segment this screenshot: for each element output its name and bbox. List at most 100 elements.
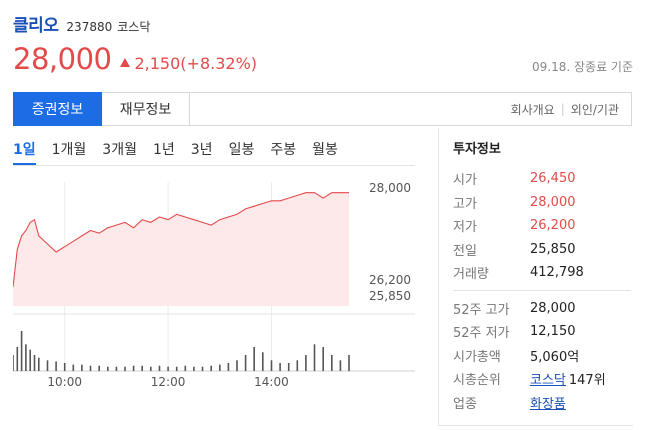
- market-link[interactable]: 코스닥: [530, 373, 566, 389]
- volume-bar: [305, 355, 307, 371]
- info-label: 시총순위: [453, 373, 501, 389]
- period-3month[interactable]: 3개월: [102, 142, 137, 158]
- period-1month[interactable]: 1개월: [51, 142, 87, 158]
- period-daily[interactable]: 일봉: [228, 142, 255, 158]
- company-overview-link[interactable]: 회사개요: [510, 102, 555, 117]
- info-value: 28,000: [530, 194, 576, 210]
- link-divider: |: [560, 102, 565, 116]
- info-label: 업종: [453, 396, 477, 412]
- period-1year[interactable]: 1년: [152, 142, 175, 158]
- volume-bar: [13, 355, 14, 371]
- info-row-industry: 업종 화장품: [453, 391, 633, 415]
- info-label: 시가: [453, 173, 477, 189]
- info-row-52w-high: 52주 고가 28,000: [453, 297, 633, 321]
- volume-bar: [253, 347, 255, 371]
- x-tick-label: 12:00: [151, 375, 186, 389]
- volume-bar: [193, 366, 195, 371]
- price-change: 2,150(+8.32%): [134, 54, 258, 73]
- period-1day[interactable]: 1일: [13, 139, 36, 165]
- period-divider: [13, 165, 415, 166]
- volume-bar: [201, 366, 204, 371]
- volume-bar: [20, 331, 23, 371]
- volume-bar: [287, 363, 290, 371]
- x-tick-label: 14:00: [254, 375, 289, 389]
- stock-name[interactable]: 클리오: [13, 16, 59, 36]
- investment-info-panel: 투자정보 시가 26,450 고가 28,000 저가 26,200 전일 25…: [453, 138, 633, 414]
- intraday-chart[interactable]: 28,000 26,200 25,850 10:00 12:00 14:00: [13, 166, 415, 394]
- period-tabs: 1일 1개월 3개월 1년 3년 일봉 주봉 월봉: [13, 139, 354, 165]
- price-row: 28,000 2,150(+8.32%): [13, 42, 257, 76]
- info-row-52w-low: 52주 저가 12,150: [453, 320, 633, 344]
- volume-bar: [270, 360, 273, 371]
- panel-bottom-line: [438, 425, 633, 426]
- info-row-open: 시가 26,450: [453, 167, 633, 191]
- period-monthly[interactable]: 월봉: [312, 142, 338, 158]
- volume-bar: [132, 365, 135, 371]
- stock-code: 237880: [66, 20, 113, 34]
- volume-bar: [107, 366, 109, 371]
- info-row-high: 고가 28,000: [453, 191, 633, 215]
- volume-bar: [296, 360, 299, 371]
- tab-financial-info[interactable]: 재무정보: [102, 93, 190, 125]
- info-label: 시가총액: [453, 349, 501, 365]
- volume-bar: [38, 357, 40, 371]
- period-3year[interactable]: 3년: [190, 142, 213, 158]
- x-axis-labels: 10:00 12:00 14:00: [47, 375, 288, 389]
- volume-bar: [55, 361, 57, 371]
- info-value: 25,850: [530, 241, 576, 257]
- industry-link[interactable]: 화장품: [530, 396, 566, 412]
- volume-bar: [167, 366, 169, 371]
- info-value: 5,060억: [530, 349, 580, 365]
- volume-bar: [331, 355, 333, 371]
- volume-bar: [175, 366, 178, 371]
- volume-bar: [89, 365, 92, 371]
- current-price: 28,000: [13, 42, 112, 76]
- info-label: 저가: [453, 220, 477, 236]
- volume-bar: [210, 365, 212, 371]
- volume-bar: [72, 364, 75, 371]
- volume-bar: [236, 360, 238, 371]
- info-value: 26,200: [530, 218, 576, 234]
- y-tick-label: 28,000: [369, 181, 411, 195]
- info-label: 52주 저가: [453, 326, 510, 342]
- price-basis-time: 09.18. 장종료 기준: [532, 60, 633, 74]
- info-row-volume: 거래량 412,798: [453, 261, 633, 285]
- volume-bar: [141, 365, 143, 371]
- info-row-low: 저가 26,200: [453, 214, 633, 238]
- volume-bar: [219, 364, 221, 371]
- volume-bar: [339, 360, 342, 371]
- volume-bar: [279, 363, 281, 371]
- up-arrow-icon: [120, 58, 131, 67]
- volume-bars: [13, 331, 350, 371]
- info-row-prev-close: 전일 25,850: [453, 238, 633, 262]
- y-tick-label: 25,850: [369, 289, 411, 303]
- volume-bar: [33, 355, 36, 371]
- info-value: 412,798: [530, 265, 584, 281]
- period-weekly[interactable]: 주봉: [270, 142, 297, 158]
- stock-market: 코스닥: [117, 20, 151, 34]
- info-label: 고가: [453, 196, 477, 212]
- info-value: 12,150: [530, 324, 576, 340]
- tab-stock-info[interactable]: 증권정보: [13, 92, 102, 126]
- info-value: 26,450: [530, 171, 576, 187]
- volume-bar: [81, 364, 83, 371]
- volume-bar: [63, 363, 66, 371]
- info-divider: [453, 289, 631, 291]
- volume-bar: [348, 355, 350, 371]
- volume-bar: [16, 347, 19, 371]
- tab-links: 회사개요 | 외인/기관: [511, 93, 631, 125]
- info-label: 52주 고가: [453, 302, 510, 318]
- volume-bar: [184, 365, 187, 371]
- volume-bar: [244, 355, 247, 371]
- foreign-institution-link[interactable]: 외인/기관: [570, 102, 619, 117]
- volume-bar: [25, 344, 27, 371]
- volume-bar: [29, 349, 31, 371]
- x-tick-label: 10:00: [47, 375, 82, 389]
- stock-header: 클리오 237880 코스닥: [13, 11, 150, 36]
- price-area: [13, 192, 349, 306]
- volume-bar: [313, 344, 316, 371]
- info-row-market-cap: 시가총액 5,060억: [453, 344, 633, 368]
- rank-value: 147위: [568, 373, 606, 389]
- volume-bar: [150, 366, 152, 371]
- info-tabs: 증권정보 재무정보 회사개요 | 외인/기관: [13, 92, 632, 126]
